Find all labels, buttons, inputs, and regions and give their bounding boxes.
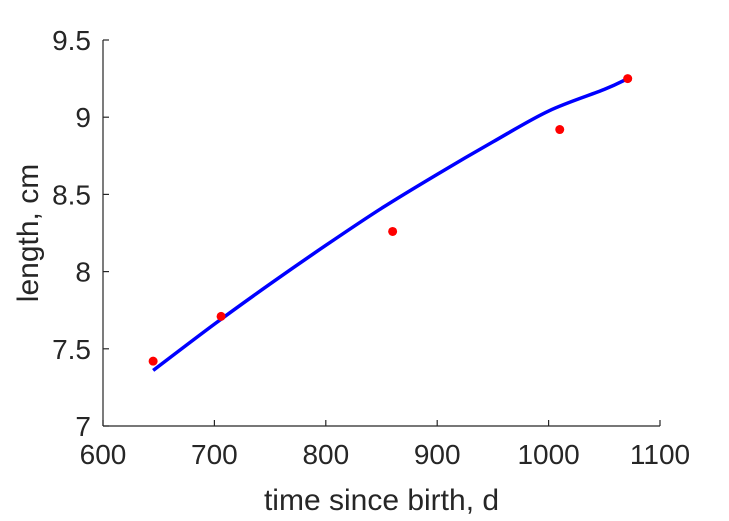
y-tick-label: 9: [75, 102, 91, 133]
y-tick-label: 9.5: [52, 25, 91, 56]
y-tick-label: 7: [75, 411, 91, 442]
y-tick-label: 8.5: [52, 179, 91, 210]
y-tick-label: 7.5: [52, 334, 91, 365]
data-point: [623, 74, 633, 84]
y-tick-label: 8: [75, 257, 91, 288]
x-tick-label: 1000: [517, 439, 579, 470]
x-tick-label: 700: [191, 439, 238, 470]
x-tick-label: 1100: [630, 439, 690, 470]
data-point: [216, 311, 226, 321]
fit-curve-line: [152, 77, 629, 372]
data-point: [388, 226, 398, 236]
x-tick-label: 800: [302, 439, 349, 470]
data-point: [148, 356, 158, 366]
ticks-group: 600 700 800 900 1000 1100 7 7.5 8 8.5 9 9.5: [52, 25, 690, 470]
x-axis-title: time since birth, d: [264, 484, 499, 517]
axes-group: [102, 40, 660, 427]
x-tick-label: 900: [414, 439, 461, 470]
y-axis-title: length, cm: [12, 164, 45, 302]
series-group: [148, 74, 633, 372]
x-tick-label: 600: [80, 439, 127, 470]
data-point: [555, 125, 565, 135]
